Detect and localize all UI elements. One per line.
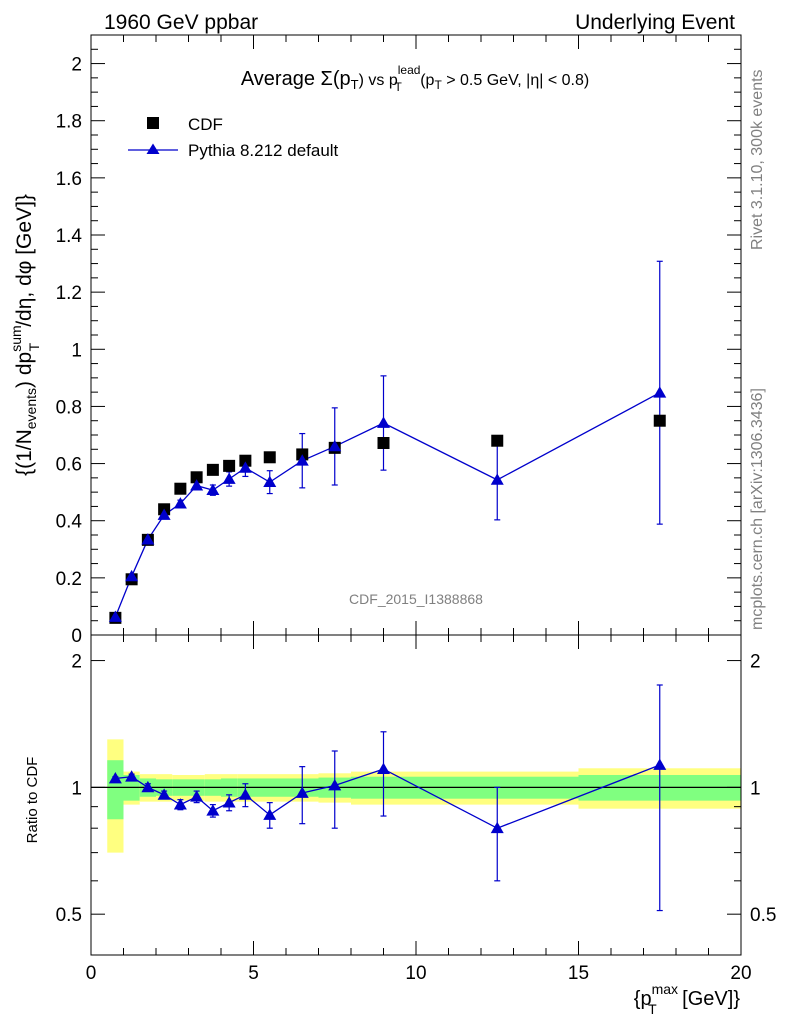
x-tick-label: 10 [405, 963, 426, 984]
mc-point [328, 439, 342, 452]
ratio-ytick-label-right: 1 [750, 778, 761, 799]
main-ytick-label: 1.2 [56, 283, 82, 304]
main-ytick-label: 0.2 [56, 569, 82, 590]
legend: CDF Pythia 8.212 default [128, 115, 339, 160]
main-y-tick-labels: 0 0.2 0.4 0.6 0.8 1 1.2 1.4 1.6 1.8 2 [56, 55, 83, 647]
ratio-ytick-label-right: 0.5 [750, 905, 776, 926]
ratio-y-tick-labels: 0.5 0.5 1 1 2 2 [56, 652, 777, 927]
mcplots-label: mcplots.cern.ch [arXiv:1306.3436] [749, 388, 766, 630]
main-ytick-label: 0.8 [56, 397, 82, 418]
mc-point [108, 610, 122, 622]
ratio-point [295, 786, 309, 798]
main-ytick-label: 1.6 [56, 169, 82, 190]
mc-point [206, 483, 220, 496]
main-ytick-label: 1.4 [56, 226, 83, 247]
ratio-point [263, 808, 277, 820]
ratio-ytick-label-left: 2 [71, 652, 82, 673]
ratio-point [157, 788, 171, 800]
legend-mc-marker [146, 143, 160, 154]
mc-point [263, 475, 277, 488]
main-y-axis-label: {(1/Nevents) dpsum T/dη, dφ [GeV]} [8, 194, 42, 476]
cdf-point [190, 471, 203, 484]
cdf-point [174, 482, 187, 495]
ratio-axis-ticks [90, 635, 742, 956]
ratio-data-points [108, 758, 667, 834]
mc-point [377, 416, 390, 428]
ratio-x-tick-labels: 0 5 10 15 20 [86, 963, 752, 984]
ratio-point [108, 771, 122, 784]
x-tick-label: 5 [248, 963, 259, 984]
cdf-point [491, 434, 504, 447]
main-panel: 0 0.2 0.4 0.6 0.8 1 1.2 1.4 1.6 1.8 2 Average Σ(pT… [8, 34, 742, 647]
main-ytick-label: 0.4 [56, 512, 83, 533]
mc-point [173, 497, 187, 509]
cdf-point [206, 463, 219, 476]
mc-point [157, 508, 171, 520]
mc-point [125, 569, 139, 582]
mc-point [490, 473, 504, 485]
ratio-point [190, 790, 204, 802]
ratio-panel: 0.5 0.5 1 1 2 2 0 5 10 15 20 Ratio to CDF {pmax T … [24, 634, 777, 1017]
ratio-point [222, 796, 236, 808]
ratio-band-inner [107, 760, 124, 820]
main-ytick-label: 1 [71, 340, 82, 361]
ratio-point [328, 779, 342, 791]
ratio-point [238, 788, 252, 800]
chart-title: Average Σ(pT) vs plead T (pT > 0.5 GeV, |… [241, 63, 589, 94]
legend-cdf-marker [147, 117, 159, 129]
ratio-point [206, 804, 220, 816]
mc-data-points [108, 386, 667, 622]
main-ytick-label: 2 [71, 55, 82, 76]
x-tick-label: 20 [730, 963, 751, 984]
cdf-point [653, 414, 666, 427]
ratio-uncertainty-bands [107, 739, 741, 853]
ratio-y-axis-label: Ratio to CDF [24, 757, 41, 844]
ratio-point [653, 758, 667, 770]
ratio-point [377, 762, 390, 774]
ratio-ytick-label-left: 1 [71, 778, 82, 799]
main-ytick-label: 1.8 [56, 112, 82, 133]
cdf-point [239, 454, 252, 467]
ratio-point [141, 780, 155, 793]
x-tick-label: 15 [568, 963, 589, 984]
rivet-version-label: Rivet 3.1.10, 300k events [749, 69, 766, 250]
ratio-ytick-label-right: 2 [750, 652, 761, 673]
main-ytick-label: 0.6 [56, 455, 82, 476]
x-axis-label: {pmax T [GeV]} [634, 981, 741, 1017]
main-ytick-label: 0 [71, 626, 82, 647]
mc-point [222, 472, 236, 484]
cdf-point [263, 451, 276, 464]
mc-point [141, 533, 155, 545]
ratio-point [173, 798, 187, 810]
cdf-point [223, 459, 236, 472]
header-right: Underlying Event [575, 11, 735, 34]
mc-point [190, 479, 204, 491]
legend-mc-label: Pythia 8.212 default [188, 141, 339, 160]
mc-point [238, 461, 252, 473]
mc-point [653, 386, 667, 398]
analysis-watermark: CDF_2015_I1388868 [349, 591, 483, 607]
ratio-point [490, 821, 504, 834]
header-left: 1960 GeV ppbar [104, 11, 258, 34]
main-axis-ticks [90, 34, 742, 636]
legend-cdf-label: CDF [188, 115, 223, 134]
mc-point [295, 454, 309, 466]
x-tick-label: 0 [86, 963, 97, 984]
ratio-ytick-label-left: 0.5 [56, 905, 82, 926]
cdf-point [377, 437, 390, 449]
ratio-point [125, 770, 139, 782]
